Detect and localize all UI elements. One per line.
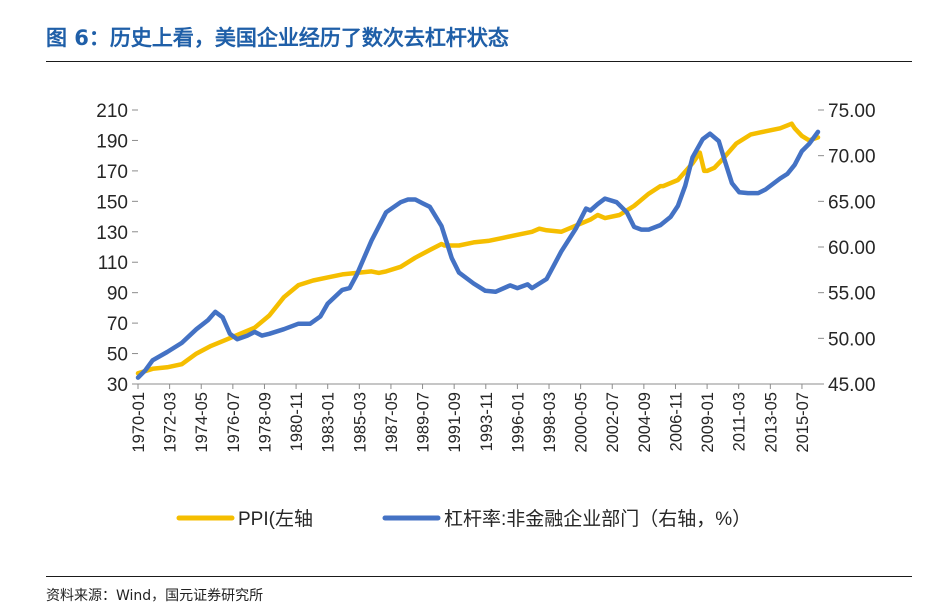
y-left-tick-label: 170 bbox=[96, 162, 128, 183]
y-left-tick-label: 150 bbox=[96, 192, 128, 213]
y-left-tick-label: 130 bbox=[96, 223, 128, 244]
y-axis-right: 45.00 50.00 55.00 60.00 65.00 70.00 75.00 bbox=[818, 101, 876, 396]
x-tick-label: 1993-11 bbox=[478, 392, 496, 451]
x-tick-label: 1972-03 bbox=[162, 392, 180, 453]
y-left-tick-label: 30 bbox=[107, 375, 128, 396]
y-axis-left: 30 50 70 90 110 130 150 170 190 210 bbox=[96, 101, 138, 396]
y-right-tick-label: 70.00 bbox=[828, 147, 876, 168]
x-tick-label: 1970-01 bbox=[130, 392, 148, 453]
x-tick-label: 2015-07 bbox=[794, 392, 812, 453]
x-tick-label: 2006-11 bbox=[667, 392, 685, 451]
series-layer bbox=[135, 121, 821, 380]
y-right-tick-label: 50.00 bbox=[828, 329, 876, 350]
x-tick-label: 2013-05 bbox=[762, 392, 780, 453]
x-tick-label: 1980-11 bbox=[288, 392, 306, 451]
x-tick-label: 2009-01 bbox=[699, 392, 717, 453]
x-tick-label: 1989-07 bbox=[415, 392, 433, 453]
y-left-tick-label: 190 bbox=[96, 131, 128, 152]
source-rule bbox=[46, 576, 912, 577]
figure-title: 图 6：历史上看，美国企业经历了数次去杠杆状态 bbox=[46, 26, 509, 50]
x-tick-label: 2000-05 bbox=[573, 392, 591, 453]
x-tick-label: 1978-09 bbox=[256, 392, 274, 453]
y-right-tick-label: 60.00 bbox=[828, 238, 876, 259]
x-tick-label: 2011-03 bbox=[731, 392, 749, 451]
y-right-tick-label: 55.00 bbox=[828, 284, 876, 305]
y-right-tick-label: 65.00 bbox=[828, 192, 876, 213]
source-note: 资料来源：Wind，国元证券研究所 bbox=[46, 588, 264, 604]
legend-label-ppi: PPI(左轴 bbox=[238, 508, 313, 530]
legend: PPI(左轴 杠杆率:非金融企业部门（右轴，%） bbox=[176, 508, 751, 530]
series-line-ppi bbox=[135, 121, 821, 376]
y-left-tick-label: 70 bbox=[107, 314, 128, 335]
y-left-tick-label: 50 bbox=[107, 345, 128, 366]
y-right-tick-label: 75.00 bbox=[828, 101, 876, 122]
x-tick-label: 1998-03 bbox=[541, 392, 559, 453]
y-left-tick-label: 90 bbox=[107, 284, 128, 305]
y-left-tick-label: 210 bbox=[96, 101, 128, 122]
x-tick-label: 2002-07 bbox=[604, 392, 622, 453]
x-tick-label: 1987-05 bbox=[383, 392, 401, 453]
y-left-tick-label: 110 bbox=[98, 253, 128, 274]
y-right-tick-label: 45.00 bbox=[828, 375, 876, 396]
legend-label-leverage: 杠杆率:非金融企业部门（右轴，%） bbox=[444, 508, 751, 530]
x-tick-label: 2004-09 bbox=[636, 392, 654, 453]
x-tick-label: 1985-03 bbox=[351, 392, 369, 453]
series-line-leverage bbox=[135, 129, 821, 380]
x-tick-label: 1974-05 bbox=[193, 392, 211, 453]
x-tick-label: 1991-09 bbox=[446, 392, 464, 453]
x-tick-label: 1996-01 bbox=[509, 392, 527, 453]
line-chart: 30 50 70 90 110 130 150 170 190 210 45.00 50.00 55.… bbox=[96, 101, 876, 530]
x-tick-label: 1983-01 bbox=[320, 392, 338, 453]
x-tick-label: 1976-07 bbox=[225, 392, 243, 453]
title-rule bbox=[46, 61, 912, 62]
x-axis: 1970-01 1972-03 1974-05 1976-07 1978-09 1980-… bbox=[130, 383, 818, 453]
